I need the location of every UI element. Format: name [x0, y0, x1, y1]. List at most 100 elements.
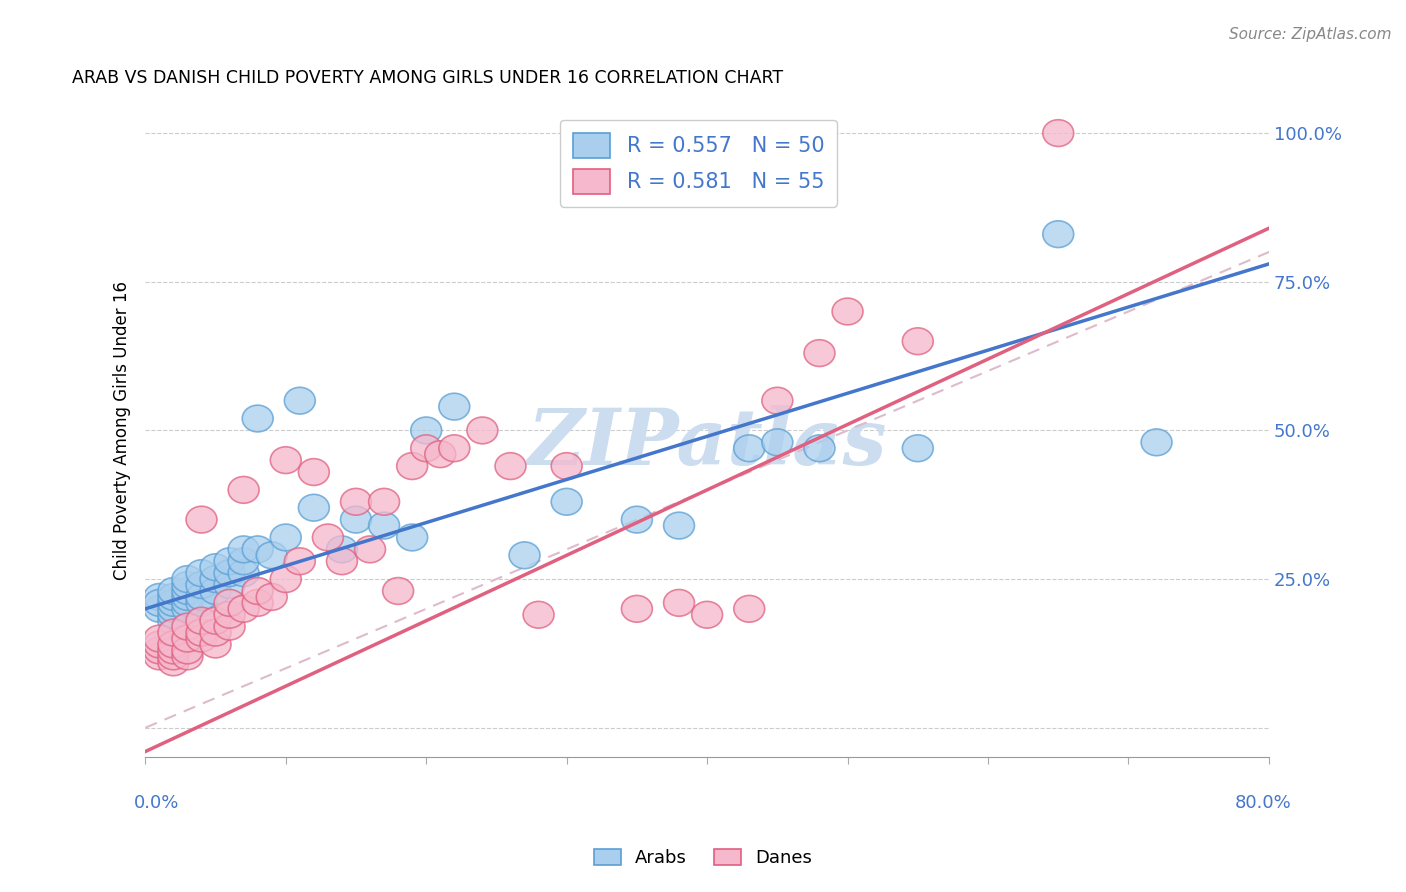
Ellipse shape: [172, 572, 202, 599]
Ellipse shape: [157, 619, 188, 646]
Ellipse shape: [214, 572, 245, 599]
Ellipse shape: [214, 601, 245, 628]
Legend: R = 0.557   N = 50, R = 0.581   N = 55: R = 0.557 N = 50, R = 0.581 N = 55: [560, 120, 837, 207]
Ellipse shape: [1043, 120, 1074, 146]
Y-axis label: Child Poverty Among Girls Under 16: Child Poverty Among Girls Under 16: [114, 281, 131, 580]
Ellipse shape: [762, 429, 793, 456]
Ellipse shape: [340, 489, 371, 516]
Ellipse shape: [172, 643, 202, 670]
Ellipse shape: [551, 489, 582, 516]
Ellipse shape: [298, 494, 329, 521]
Ellipse shape: [284, 387, 315, 414]
Ellipse shape: [368, 512, 399, 539]
Ellipse shape: [143, 643, 174, 670]
Ellipse shape: [157, 596, 188, 623]
Ellipse shape: [172, 625, 202, 652]
Ellipse shape: [621, 507, 652, 533]
Ellipse shape: [523, 601, 554, 628]
Ellipse shape: [143, 632, 174, 658]
Ellipse shape: [903, 435, 934, 462]
Ellipse shape: [411, 435, 441, 462]
Legend: Arabs, Danes: Arabs, Danes: [586, 841, 820, 874]
Ellipse shape: [172, 566, 202, 592]
Ellipse shape: [228, 560, 259, 587]
Ellipse shape: [734, 596, 765, 623]
Ellipse shape: [804, 435, 835, 462]
Text: 80.0%: 80.0%: [1234, 794, 1291, 813]
Ellipse shape: [157, 649, 188, 676]
Ellipse shape: [242, 578, 273, 605]
Ellipse shape: [200, 578, 231, 605]
Ellipse shape: [242, 405, 273, 432]
Ellipse shape: [804, 340, 835, 367]
Ellipse shape: [396, 524, 427, 551]
Ellipse shape: [157, 643, 188, 670]
Ellipse shape: [832, 298, 863, 325]
Ellipse shape: [284, 548, 315, 574]
Ellipse shape: [495, 453, 526, 480]
Ellipse shape: [1043, 221, 1074, 248]
Ellipse shape: [157, 590, 188, 616]
Ellipse shape: [664, 590, 695, 616]
Ellipse shape: [172, 590, 202, 616]
Text: ZIPatlas: ZIPatlas: [527, 405, 887, 482]
Ellipse shape: [186, 560, 217, 587]
Ellipse shape: [143, 625, 174, 652]
Ellipse shape: [467, 417, 498, 444]
Ellipse shape: [411, 417, 441, 444]
Ellipse shape: [242, 590, 273, 616]
Ellipse shape: [298, 458, 329, 485]
Ellipse shape: [439, 393, 470, 420]
Ellipse shape: [143, 583, 174, 610]
Ellipse shape: [157, 637, 188, 664]
Ellipse shape: [1142, 429, 1173, 456]
Ellipse shape: [368, 489, 399, 516]
Ellipse shape: [143, 637, 174, 664]
Ellipse shape: [439, 435, 470, 462]
Ellipse shape: [903, 328, 934, 355]
Text: 0.0%: 0.0%: [134, 794, 180, 813]
Ellipse shape: [172, 596, 202, 623]
Ellipse shape: [256, 583, 287, 610]
Ellipse shape: [157, 632, 188, 658]
Ellipse shape: [172, 614, 202, 640]
Ellipse shape: [551, 453, 582, 480]
Ellipse shape: [326, 548, 357, 574]
Text: ARAB VS DANISH CHILD POVERTY AMONG GIRLS UNDER 16 CORRELATION CHART: ARAB VS DANISH CHILD POVERTY AMONG GIRLS…: [72, 69, 783, 87]
Ellipse shape: [228, 536, 259, 563]
Ellipse shape: [214, 614, 245, 640]
Ellipse shape: [312, 524, 343, 551]
Ellipse shape: [143, 590, 174, 616]
Ellipse shape: [172, 637, 202, 664]
Ellipse shape: [214, 560, 245, 587]
Ellipse shape: [157, 607, 188, 634]
Ellipse shape: [354, 536, 385, 563]
Ellipse shape: [228, 548, 259, 574]
Ellipse shape: [382, 578, 413, 605]
Ellipse shape: [425, 441, 456, 467]
Ellipse shape: [172, 583, 202, 610]
Ellipse shape: [664, 512, 695, 539]
Ellipse shape: [200, 554, 231, 581]
Ellipse shape: [186, 607, 217, 634]
Ellipse shape: [396, 453, 427, 480]
Ellipse shape: [186, 619, 217, 646]
Ellipse shape: [214, 548, 245, 574]
Ellipse shape: [228, 476, 259, 503]
Text: Source: ZipAtlas.com: Source: ZipAtlas.com: [1229, 27, 1392, 42]
Ellipse shape: [186, 583, 217, 610]
Ellipse shape: [242, 536, 273, 563]
Ellipse shape: [214, 590, 245, 616]
Ellipse shape: [621, 596, 652, 623]
Ellipse shape: [186, 590, 217, 616]
Ellipse shape: [762, 387, 793, 414]
Ellipse shape: [256, 542, 287, 569]
Ellipse shape: [734, 435, 765, 462]
Ellipse shape: [143, 596, 174, 623]
Ellipse shape: [172, 578, 202, 605]
Ellipse shape: [200, 632, 231, 658]
Ellipse shape: [157, 601, 188, 628]
Ellipse shape: [157, 578, 188, 605]
Ellipse shape: [186, 572, 217, 599]
Ellipse shape: [200, 607, 231, 634]
